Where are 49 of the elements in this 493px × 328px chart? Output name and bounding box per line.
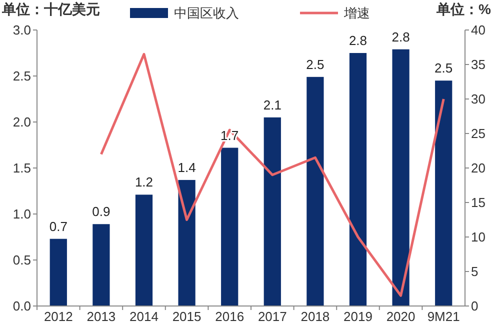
bar <box>306 76 324 306</box>
x-tick-label: 9M21 <box>427 309 460 324</box>
y2-axis-title: 单位：% <box>436 1 492 17</box>
bar <box>392 49 410 306</box>
data-label: 2.1 <box>263 97 282 112</box>
y-tick-label: 1.5 <box>12 160 31 176</box>
data-label: 1.2 <box>134 174 154 190</box>
y2-tick-label: 25 <box>471 126 486 142</box>
bar <box>435 80 452 306</box>
x-tick-label: 2020 <box>386 309 416 324</box>
data-label: 0.9 <box>92 204 110 220</box>
data-label: 1.4 <box>178 160 196 175</box>
x-tick-label: 2012 <box>44 309 73 324</box>
bar <box>221 148 238 306</box>
data-label: 2.5 <box>306 56 324 72</box>
legend-label: 中国区收入 <box>174 6 239 21</box>
x-tick-label: 2014 <box>130 309 158 324</box>
y2-tick-label: 15 <box>471 195 486 210</box>
bar <box>92 224 110 306</box>
y2-tick-label: 0 <box>471 298 478 314</box>
y-axis-title: 单位：十亿美元 <box>1 1 100 17</box>
bar <box>50 238 67 306</box>
y-tick-label: 2.0 <box>12 114 31 130</box>
bar <box>264 117 281 306</box>
y2-tick-label: 20 <box>471 160 486 176</box>
y2-tick-label: 35 <box>471 57 486 72</box>
bar <box>135 194 153 306</box>
x-tick-label: 2019 <box>344 309 372 324</box>
data-label: 2.8 <box>392 29 410 44</box>
bar <box>178 180 196 306</box>
legend-label: 增速 <box>343 6 370 21</box>
bar <box>349 53 367 306</box>
x-tick-label: 2017 <box>258 309 287 324</box>
y2-tick-label: 30 <box>471 92 486 107</box>
x-tick-label: 2015 <box>172 309 202 324</box>
data-label: 0.7 <box>49 218 68 234</box>
x-tick-label: 2013 <box>86 309 116 324</box>
data-label: 2.8 <box>348 33 368 48</box>
x-tick-label: 2016 <box>215 309 244 324</box>
y2-tick-label: 40 <box>471 22 486 38</box>
x-tick-label: 2018 <box>300 309 330 324</box>
y-tick-label: 2.5 <box>12 68 31 84</box>
data-label: 2.5 <box>434 60 453 76</box>
y-tick-label: 3.0 <box>12 22 31 38</box>
y2-tick-label: 10 <box>471 230 486 245</box>
y2-tick-label: 5 <box>471 264 478 280</box>
y-tick-label: 1.0 <box>12 206 31 222</box>
y-tick-label: 0.5 <box>12 252 31 268</box>
y-tick-label: 0.0 <box>12 298 31 314</box>
